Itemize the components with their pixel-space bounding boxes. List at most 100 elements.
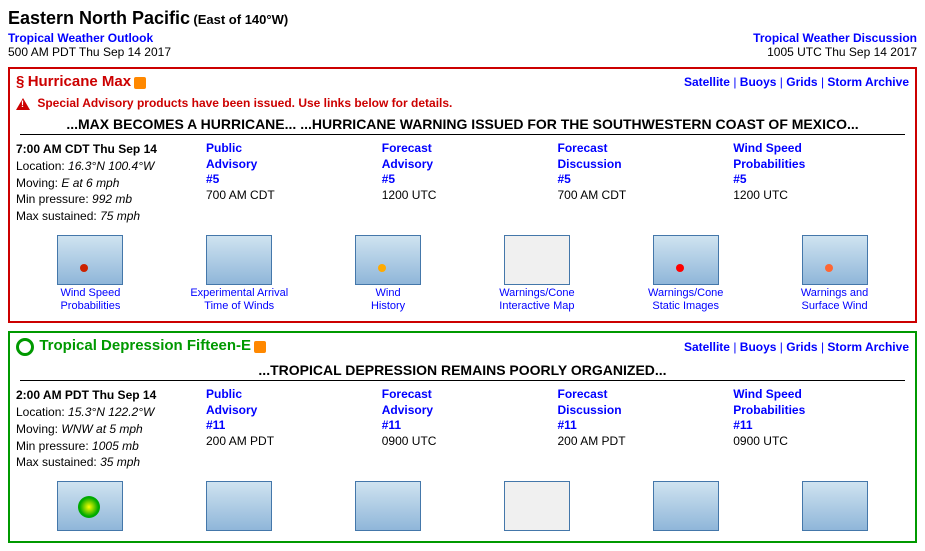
thumb-item[interactable]: Warnings andSurface Wind [760,235,909,313]
thumb-item[interactable] [16,481,165,533]
thumb-image [504,481,570,531]
nav-grids[interactable]: Grids [786,75,817,89]
thumb-item[interactable]: Warnings/ConeStatic Images [611,235,760,313]
product-link[interactable]: Public [206,387,382,403]
product-number[interactable]: #11 [733,418,909,434]
product-link[interactable]: Advisory [382,157,558,173]
product-number[interactable]: #5 [733,172,909,188]
thumb-image [504,235,570,285]
special-advisory: Special Advisory products have been issu… [16,96,909,110]
product-link[interactable]: Public [206,141,382,157]
nav-buoys[interactable]: Buoys [740,75,777,89]
thumb-image [206,481,272,531]
storm-title-wrap: Tropical Depression Fifteen-E [16,337,266,356]
thumb-item[interactable] [165,481,314,533]
storm-data-row: 2:00 AM PDT Thu Sep 14 Location: 15.3°N … [16,387,909,471]
rss-icon[interactable] [254,341,266,353]
product-time: 200 AM PDT [206,434,274,448]
thumbs-row: Wind SpeedProbabilitiesExperimental Arri… [16,235,909,313]
thumb-item[interactable] [760,481,909,533]
nav-grids[interactable]: Grids [786,340,817,354]
product-col: PublicAdvisory#5700 AM CDT [206,141,382,225]
thumb-label[interactable]: Warnings/ConeStatic Images [611,287,760,313]
product-link[interactable]: Advisory [382,403,558,419]
storm-box-fifteen-e: Tropical Depression Fifteen-E Satellite … [8,331,917,543]
product-number[interactable]: #5 [206,172,382,188]
product-col: Wind SpeedProbabilities#51200 UTC [733,141,909,225]
header-left: Eastern North Pacific (East of 140°W) [8,8,288,29]
thumb-item[interactable]: Warnings/ConeInteractive Map [462,235,611,313]
thumb-label[interactable]: WindHistory [314,287,463,313]
storm-stats: 7:00 AM CDT Thu Sep 14 Location: 16.3°N … [16,141,206,225]
thumb-item[interactable]: Wind SpeedProbabilities [16,235,165,313]
product-link[interactable]: Forecast [382,387,558,403]
nav-archive[interactable]: Storm Archive [827,75,909,89]
hurricane-icon: § [16,73,24,90]
thumbs-row [16,481,909,533]
product-number[interactable]: #5 [558,172,734,188]
thumb-item[interactable]: Experimental ArrivalTime of Winds [165,235,314,313]
twd-link[interactable]: Tropical Weather Discussion [753,31,917,45]
thumb-item[interactable]: WindHistory [314,235,463,313]
product-col: ForecastAdvisory#51200 UTC [382,141,558,225]
warning-icon [16,98,30,110]
product-link[interactable]: Wind Speed [733,387,909,403]
nav-satellite[interactable]: Satellite [684,340,730,354]
storm-nav: Satellite | Buoys | Grids | Storm Archiv… [684,340,909,354]
nav-satellite[interactable]: Satellite [684,75,730,89]
thumb-image [57,481,123,531]
product-number[interactable]: #11 [558,418,734,434]
page-header: Eastern North Pacific (East of 140°W) [8,8,917,29]
two-link[interactable]: Tropical Weather Outlook [8,31,153,45]
two-block: Tropical Weather Outlook 500 AM PDT Thu … [8,31,171,59]
product-link[interactable]: Forecast [382,141,558,157]
thumb-label[interactable]: Warnings/ConeInteractive Map [462,287,611,313]
thumb-item[interactable] [314,481,463,533]
storm-title[interactable]: Tropical Depression Fifteen-E [39,337,251,354]
thumb-image [653,481,719,531]
product-columns: PublicAdvisory#5700 AM CDTForecastAdviso… [206,141,909,225]
thumb-label[interactable]: Experimental ArrivalTime of Winds [165,287,314,313]
thumb-label[interactable]: Warnings andSurface Wind [760,287,909,313]
storm-headline: ...MAX BECOMES A HURRICANE... ...HURRICA… [20,116,905,135]
product-col: PublicAdvisory#11200 AM PDT [206,387,382,471]
product-link[interactable]: Forecast [558,387,734,403]
product-link[interactable]: Advisory [206,157,382,173]
nav-archive[interactable]: Storm Archive [827,340,909,354]
region-subtitle: (East of 140°W) [193,12,288,27]
storm-box-max: § Hurricane Max Satellite | Buoys | Grid… [8,67,917,323]
product-time: 1200 UTC [382,188,437,202]
product-link[interactable]: Discussion [558,157,734,173]
product-link[interactable]: Forecast [558,141,734,157]
storm-title-wrap: § Hurricane Max [16,73,146,90]
product-link[interactable]: Wind Speed [733,141,909,157]
nav-buoys[interactable]: Buoys [740,340,777,354]
thumb-label[interactable]: Wind SpeedProbabilities [16,287,165,313]
storm-header: § Hurricane Max Satellite | Buoys | Grid… [16,73,909,90]
product-number[interactable]: #11 [382,418,558,434]
thumb-image [355,235,421,285]
product-time: 700 AM CDT [558,188,627,202]
product-columns: PublicAdvisory#11200 AM PDTForecastAdvis… [206,387,909,471]
region-title: Eastern North Pacific [8,8,190,28]
twd-time: 1005 UTC Thu Sep 14 2017 [767,45,917,59]
thumb-item[interactable] [611,481,760,533]
product-number[interactable]: #5 [382,172,558,188]
product-col: ForecastAdvisory#110900 UTC [382,387,558,471]
product-link[interactable]: Probabilities [733,157,909,173]
twd-block: Tropical Weather Discussion 1005 UTC Thu… [753,31,917,59]
product-number[interactable]: #11 [206,418,382,434]
storm-headline: ...TROPICAL DEPRESSION REMAINS POORLY OR… [20,362,905,381]
product-link[interactable]: Probabilities [733,403,909,419]
storm-nav: Satellite | Buoys | Grids | Storm Archiv… [684,75,909,89]
product-link[interactable]: Advisory [206,403,382,419]
storm-data-row: 7:00 AM CDT Thu Sep 14 Location: 16.3°N … [16,141,909,225]
product-time: 200 AM PDT [558,434,626,448]
rss-icon[interactable] [134,77,146,89]
storm-header: Tropical Depression Fifteen-E Satellite … [16,337,909,356]
thumb-item[interactable] [462,481,611,533]
product-link[interactable]: Discussion [558,403,734,419]
thumb-image [355,481,421,531]
storm-stats: 2:00 AM PDT Thu Sep 14 Location: 15.3°N … [16,387,206,471]
storm-title[interactable]: Hurricane Max [28,73,131,90]
